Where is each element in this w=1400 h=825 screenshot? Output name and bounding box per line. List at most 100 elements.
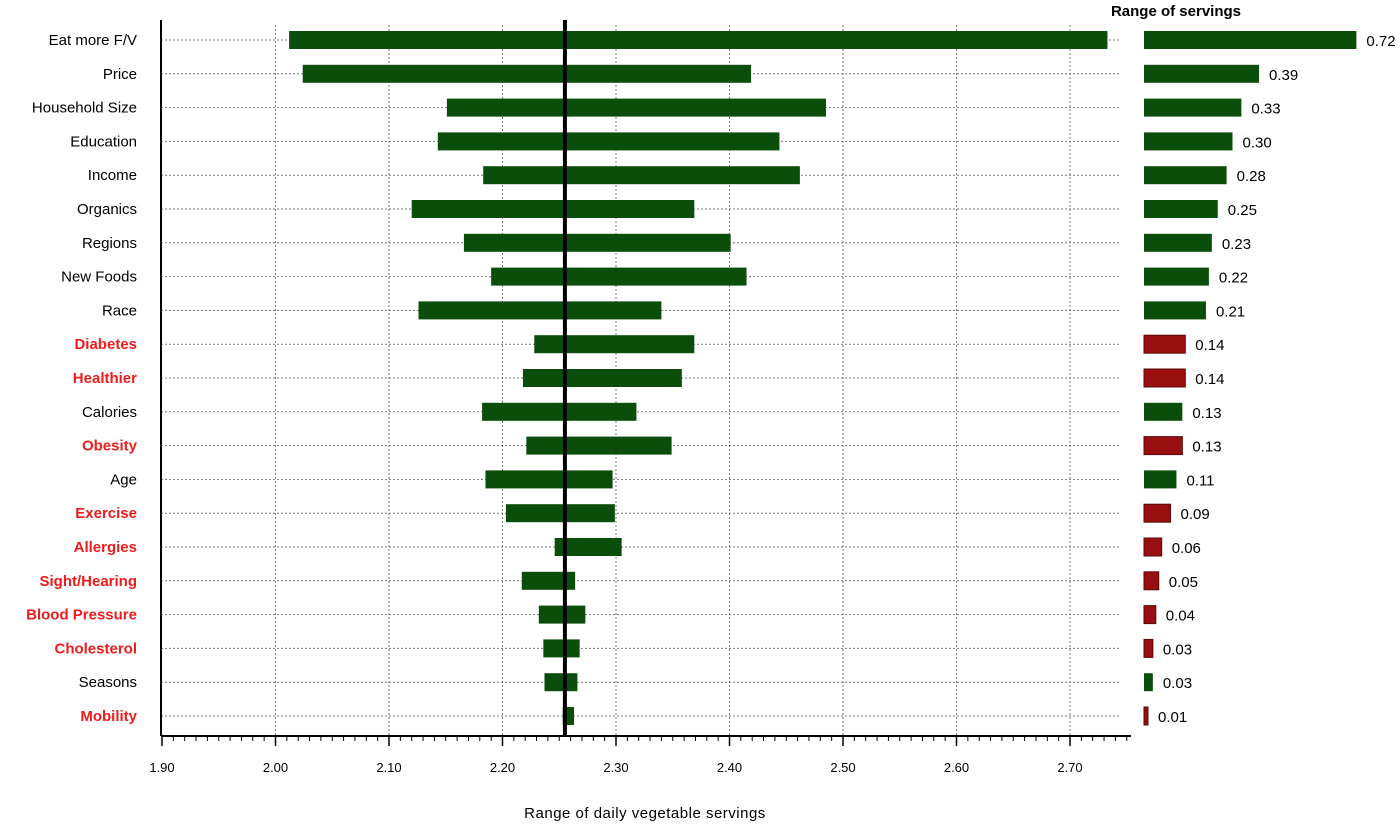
category-label: Regions: [82, 235, 137, 252]
range-value-label: 0.13: [1192, 439, 1221, 456]
tornado-bar: [538, 605, 586, 624]
range-bar: [1144, 402, 1183, 421]
range-value-label: 0.05: [1169, 574, 1198, 591]
x-tick-label: 1.90: [149, 760, 174, 775]
category-labels: Eat more F/V Price Household Size Education…: [26, 32, 138, 725]
range-bar: [1143, 334, 1186, 354]
category-label: Exercise: [75, 505, 137, 522]
range-bar: [1144, 233, 1212, 252]
range-value-label: 0.03: [1163, 641, 1192, 658]
category-label: Healthier: [73, 370, 137, 387]
range-bar: [1144, 470, 1177, 489]
category-label: Obesity: [82, 438, 138, 455]
range-value-label: 0.01: [1158, 709, 1187, 726]
tornado-bar: [463, 233, 731, 252]
tornado-bar: [526, 436, 672, 455]
category-label: Allergies: [74, 539, 137, 556]
category-label: Price: [103, 66, 137, 83]
tornado-bar: [446, 98, 826, 117]
tornado-bar: [543, 639, 580, 658]
bars-layer: [289, 31, 1108, 725]
tornado-bar: [289, 31, 1108, 49]
range-value-label: 0.22: [1219, 270, 1248, 287]
category-label: New Foods: [61, 269, 137, 286]
range-bar: [1143, 436, 1183, 456]
range-panel: 0.72 0.39 0.33 0.30 0.28 0.25 0.23 0.22 0.21 0.14…: [1143, 31, 1396, 726]
tornado-bar: [302, 64, 752, 83]
tornado-bar: [483, 166, 800, 185]
range-bar: [1144, 200, 1218, 218]
range-panel-title: Range of servings: [1111, 3, 1241, 20]
range-value-label: 0.25: [1228, 202, 1257, 219]
axis-layer: 1.90 2.00 2.10 2.20 2.30 2.40 2.50 2.60 2.70: [149, 20, 1131, 775]
range-value-label: 0.09: [1181, 506, 1210, 523]
category-label: Diabetes: [74, 336, 137, 353]
range-value-label: 0.14: [1195, 337, 1224, 354]
category-label: Race: [102, 302, 137, 319]
tornado-bar: [491, 267, 747, 286]
category-label: Age: [110, 471, 137, 488]
range-bar: [1143, 605, 1157, 625]
range-value-label: 0.28: [1237, 168, 1266, 185]
range-value-label: 0.21: [1216, 303, 1245, 320]
range-bar: [1143, 503, 1172, 523]
range-value-label: 0.30: [1243, 134, 1272, 151]
range-value-label: 0.23: [1222, 236, 1251, 253]
tornado-bar: [437, 132, 780, 151]
range-bar: [1143, 571, 1160, 591]
category-label: Cholesterol: [54, 640, 137, 657]
tornado-bar: [482, 402, 637, 421]
range-bar: [1144, 64, 1260, 83]
tornado-bar: [562, 707, 575, 725]
x-tick-label: 2.70: [1057, 760, 1082, 775]
category-label: Organics: [77, 201, 137, 218]
x-tick-label: 2.60: [944, 760, 969, 775]
tornado-bar: [554, 538, 622, 556]
tornado-bar: [521, 571, 576, 590]
range-bar: [1143, 638, 1154, 658]
range-value-label: 0.06: [1172, 540, 1201, 557]
range-bar: [1143, 537, 1163, 557]
range-bar: [1144, 98, 1242, 117]
grid-layer: [161, 25, 1120, 736]
tornado-bar: [534, 335, 695, 354]
x-tick-label: 2.00: [263, 760, 288, 775]
range-value-label: 0.72: [1366, 33, 1395, 50]
category-label: Calories: [82, 404, 137, 421]
range-value-label: 0.14: [1195, 371, 1224, 388]
range-bar: [1144, 132, 1233, 151]
category-label: Household Size: [32, 100, 137, 117]
range-bar: [1143, 368, 1186, 388]
range-value-label: 0.39: [1269, 67, 1298, 84]
range-bar: [1144, 267, 1209, 286]
x-tick-label: 2.50: [830, 760, 855, 775]
range-value-label: 0.03: [1163, 675, 1192, 692]
category-label: Eat more F/V: [49, 32, 137, 49]
category-label: Education: [70, 133, 137, 150]
category-label: Blood Pressure: [26, 607, 137, 624]
range-bar: [1143, 706, 1149, 726]
tornado-bar: [522, 369, 682, 387]
tornado-bar: [418, 301, 662, 320]
x-tick-label: 2.30: [603, 760, 628, 775]
category-label: Mobility: [80, 708, 137, 725]
range-bar: [1144, 166, 1227, 185]
range-bar: [1144, 673, 1153, 692]
range-bar: [1144, 31, 1357, 49]
x-tick-label: 2.10: [376, 760, 401, 775]
x-tick-label: 2.40: [717, 760, 742, 775]
x-axis-title: Range of daily vegetable servings: [524, 805, 766, 822]
category-label: Income: [88, 167, 137, 184]
tornado-bar: [544, 673, 578, 692]
range-bar: [1144, 301, 1206, 320]
tornado-bar: [505, 504, 615, 523]
x-tick-label: 2.20: [490, 760, 515, 775]
category-label: Seasons: [79, 674, 137, 691]
range-value-label: 0.13: [1192, 405, 1221, 422]
tornado-bar: [411, 200, 695, 218]
range-value-label: 0.11: [1186, 472, 1214, 489]
category-label: Sight/Hearing: [39, 573, 137, 590]
range-value-label: 0.04: [1166, 608, 1195, 625]
